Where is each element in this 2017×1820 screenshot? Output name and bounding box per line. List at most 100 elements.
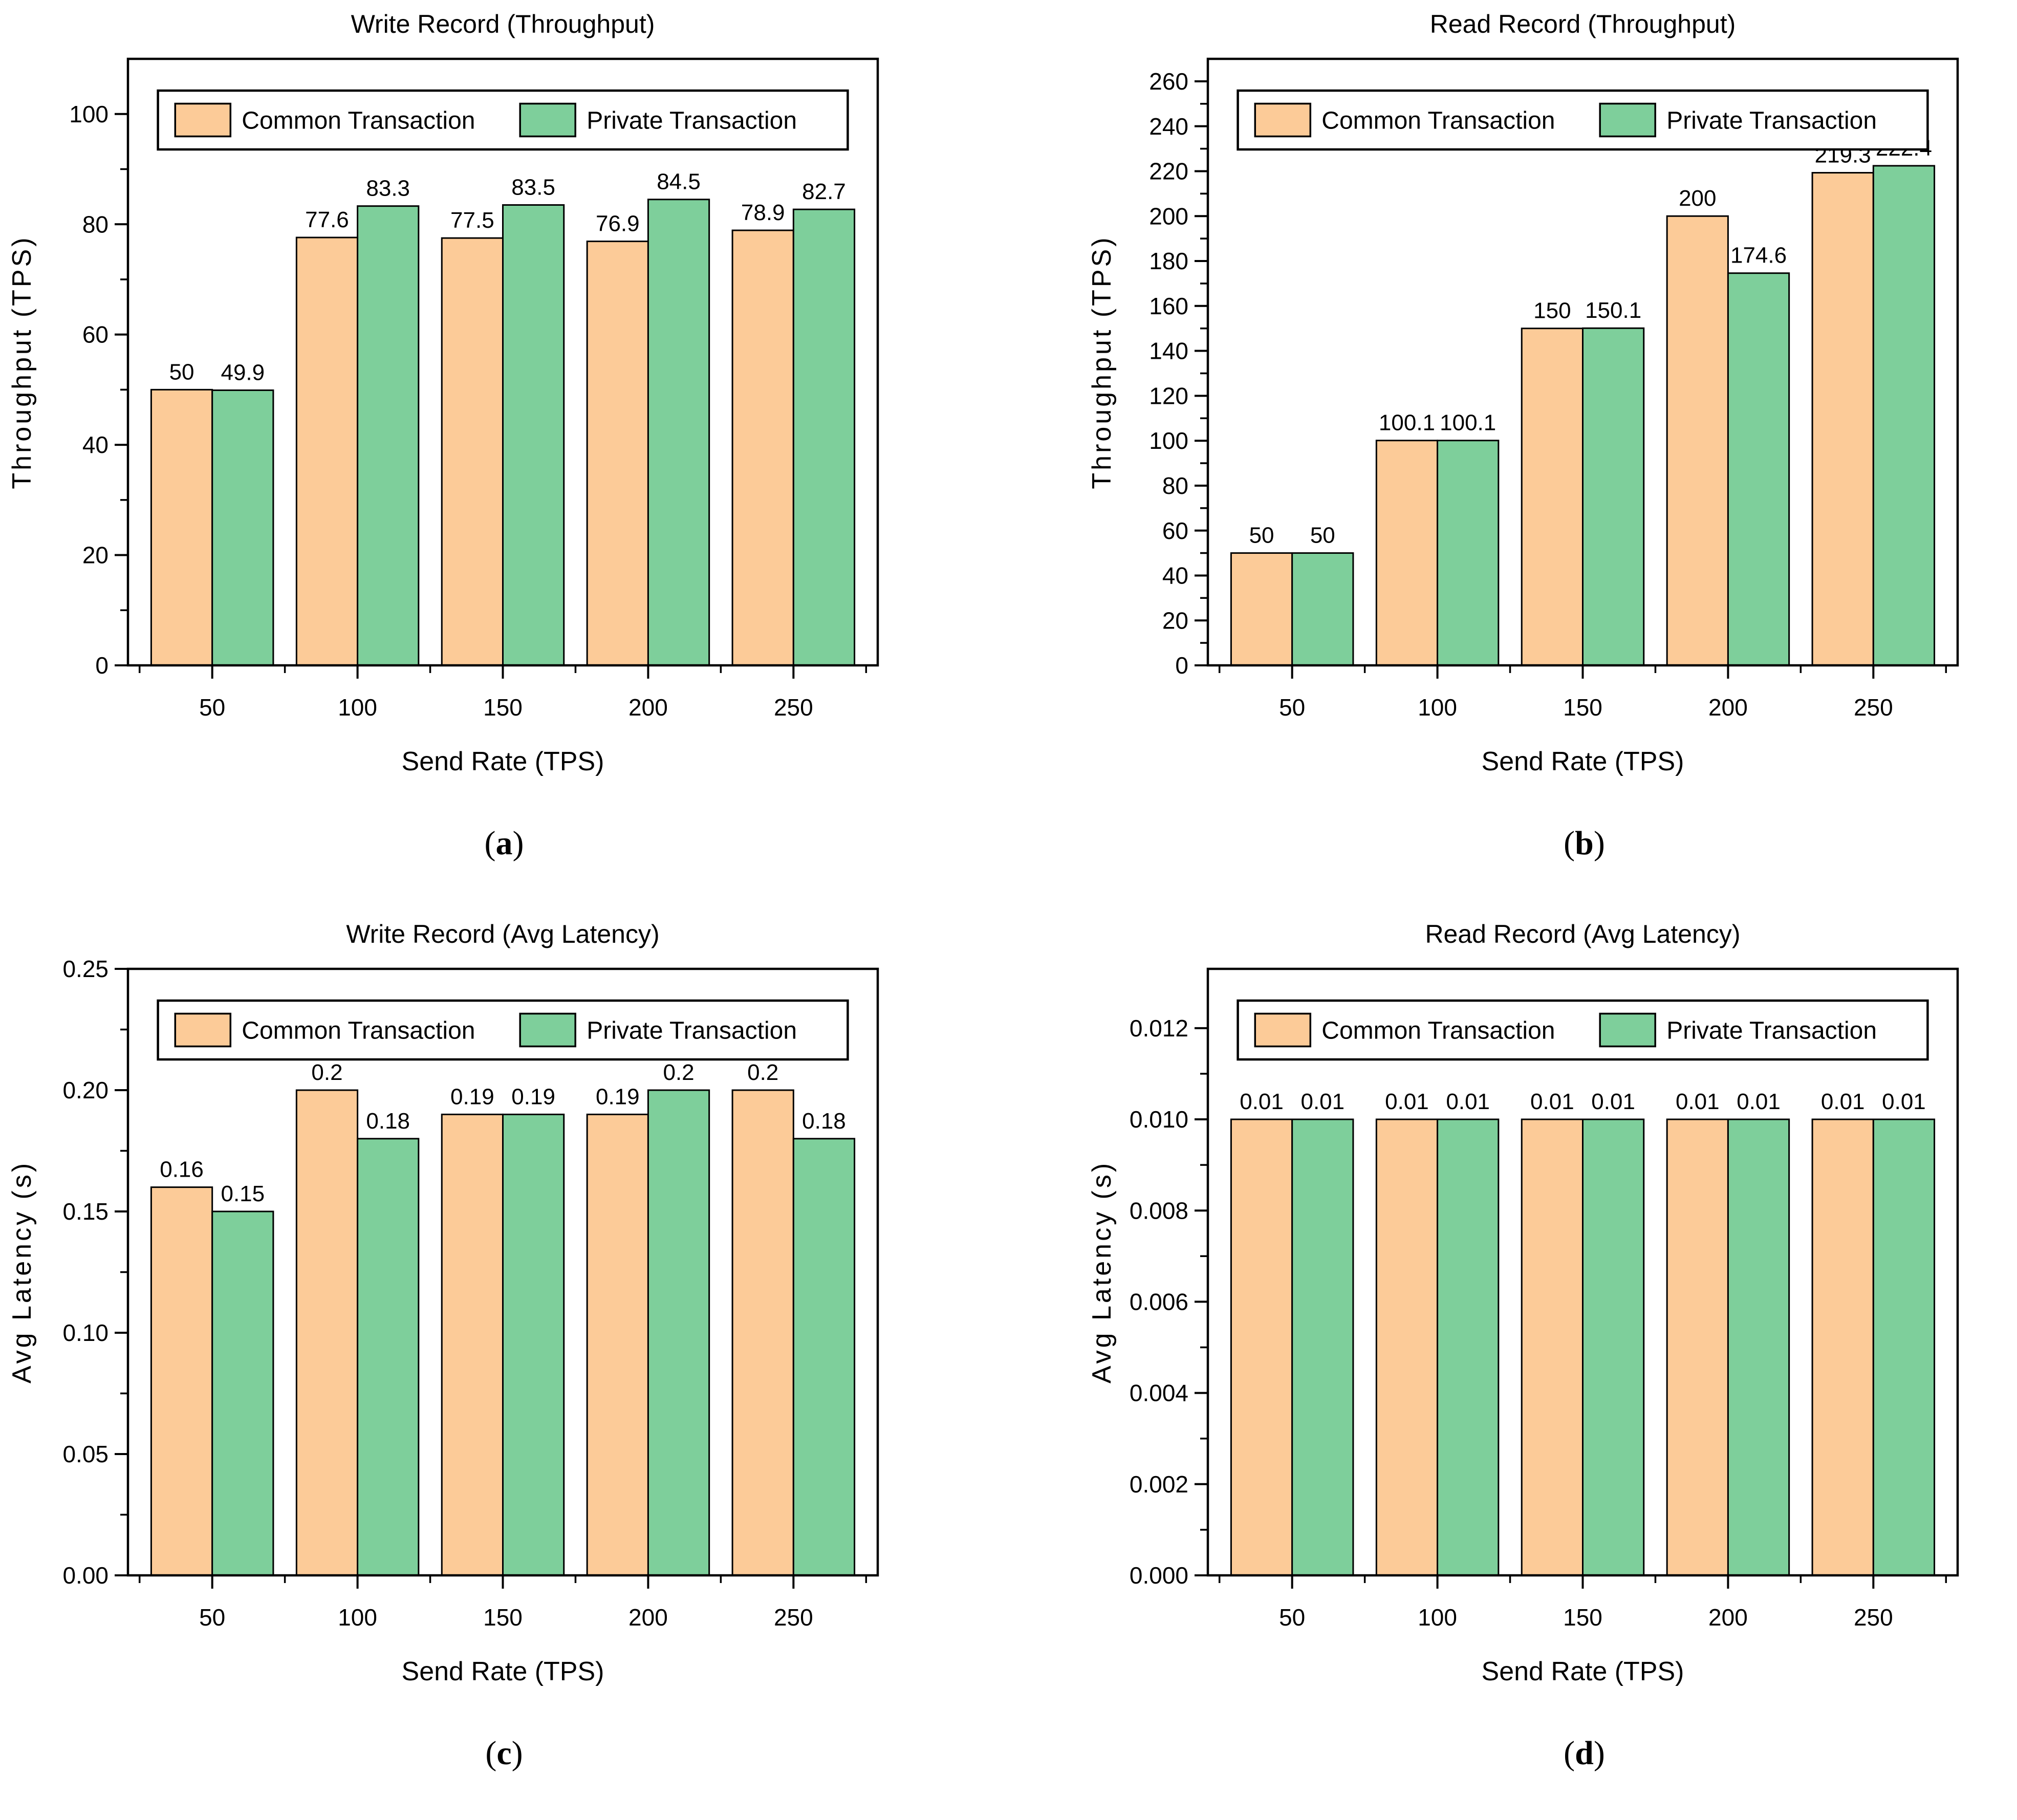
y-tick-label: 60	[82, 321, 109, 348]
bar-private-transaction	[1872, 1118, 1936, 1576]
bar-private-transaction	[1727, 1118, 1790, 1576]
x-tick-label: 100	[338, 1604, 377, 1631]
bar-private-transaction	[502, 204, 565, 666]
y-tick-label: 180	[1149, 248, 1188, 274]
y-axis-label: Avg Latency (s)	[1087, 1161, 1117, 1383]
bar-value-label: 49.9	[221, 360, 265, 385]
y-tick-label: 100	[69, 101, 109, 127]
x-tick-label: 100	[1418, 1604, 1457, 1631]
bar-common-transaction	[295, 236, 359, 666]
y-tick-label: 220	[1149, 158, 1188, 185]
bar-value-label: 0.19	[596, 1084, 640, 1109]
y-tick-label: 160	[1149, 293, 1188, 319]
caption-letter: c	[496, 1735, 512, 1772]
y-tick-label: 0.00	[62, 1562, 109, 1589]
legend-label: Common Transaction	[242, 107, 475, 134]
bar-common-transaction	[295, 1089, 359, 1576]
chart-title: Write Record (Throughput)	[351, 10, 655, 38]
bar-private-transaction	[211, 1210, 274, 1576]
chart-title: Read Record (Avg Latency)	[1425, 920, 1740, 948]
x-axis-label: Send Rate (TPS)	[1482, 1657, 1684, 1686]
bar-value-label: 0.01	[1882, 1089, 1926, 1114]
caption-paren-open: (	[485, 1735, 497, 1772]
x-tick-label: 200	[628, 1604, 668, 1631]
bar-value-label: 0.01	[1591, 1089, 1635, 1114]
bar-value-label: 0.2	[663, 1060, 694, 1085]
legend-box	[157, 999, 849, 1061]
legend-label: Common Transaction	[1321, 107, 1555, 134]
bar-common-transaction	[150, 1186, 213, 1576]
caption-paren-open: (	[1564, 825, 1575, 862]
caption-paren-open: (	[484, 825, 496, 862]
bar-value-label: 83.3	[366, 176, 410, 201]
legend-swatch	[174, 1012, 232, 1048]
y-tick-label: 240	[1149, 113, 1188, 140]
caption-paren-close: )	[1593, 1735, 1605, 1772]
read-throughput-bar-chart: 0 20 40 60 80 100 120 140 160 180 200 220 240 260 50 10…	[1087, 10, 1959, 776]
bar-private-transaction	[1582, 1118, 1645, 1576]
bar-value-label: 0.01	[1446, 1089, 1490, 1114]
bar-common-transaction	[1811, 172, 1874, 666]
y-tick-label: 0.10	[62, 1319, 109, 1346]
x-tick-label: 50	[1279, 1604, 1305, 1631]
bar-private-transaction	[792, 208, 856, 666]
bar-common-transaction	[586, 1113, 649, 1576]
bar-private-transaction	[1582, 327, 1645, 666]
x-tick-label: 200	[1708, 694, 1748, 721]
y-tick-label: 60	[1162, 517, 1188, 544]
legend-box	[1237, 999, 1929, 1061]
x-tick-label: 250	[1854, 1604, 1893, 1631]
x-tick-label: 100	[1418, 694, 1457, 721]
bar-value-label: 82.7	[802, 179, 846, 204]
bar-private-transaction	[1872, 165, 1936, 666]
chart-title: Read Record (Throughput)	[1430, 10, 1736, 38]
bar-private-transaction	[1437, 1118, 1500, 1576]
x-tick-label: 200	[628, 694, 668, 721]
chart-panel-b: 0 20 40 60 80 100 120 140 160 180 200 220 240 260 50 10…	[1080, 0, 2017, 910]
x-tick-label: 50	[1279, 694, 1305, 721]
bar-common-transaction	[586, 241, 649, 666]
bar-value-label: 50	[1249, 523, 1274, 548]
x-tick-label: 50	[199, 694, 225, 721]
bar-value-label: 200	[1679, 186, 1716, 211]
bar-value-label: 150.1	[1585, 298, 1641, 323]
chart-panel-d: 0.000 0.002 0.004 0.006 0.008 0.010 0.012 50 100…	[1080, 910, 2017, 1820]
legend-swatch	[1254, 1012, 1312, 1048]
chart-caption-a: (a)	[0, 824, 1008, 863]
caption-paren-open: (	[1564, 1735, 1575, 1772]
y-tick-label: 260	[1149, 68, 1188, 95]
bar-value-label: 0.01	[1385, 1089, 1429, 1114]
bar-private-transaction	[1291, 1118, 1354, 1576]
chart-title: Write Record (Avg Latency)	[346, 920, 659, 948]
y-tick-label: 0.15	[62, 1198, 109, 1225]
legend-label: Common Transaction	[242, 1017, 475, 1044]
caption-paren-close: )	[1593, 825, 1605, 862]
bar-value-label: 50	[169, 359, 194, 384]
bar-value-label: 100.1	[1379, 410, 1435, 436]
caption-paren-close: )	[511, 1735, 523, 1772]
bar-private-transaction	[357, 205, 420, 666]
write-latency-bar-chart: 0.00 0.05 0.10 0.15 0.20 0.25 50 100 150 200 250 0.…	[7, 920, 879, 1686]
y-tick-label: 40	[82, 431, 109, 458]
bar-value-label: 78.9	[741, 200, 785, 225]
legend-label: Common Transaction	[1321, 1017, 1555, 1044]
y-tick-label: 20	[82, 542, 109, 569]
bar-private-transaction	[502, 1113, 565, 1576]
y-tick-label: 0.008	[1130, 1197, 1188, 1224]
x-tick-label: 150	[483, 694, 523, 721]
bar-value-label: 0.2	[747, 1060, 778, 1085]
chart-caption-b: (b)	[1080, 824, 2017, 863]
bar-value-label: 174.6	[1730, 243, 1787, 268]
y-tick-label: 0	[1175, 652, 1188, 679]
bar-value-label: 77.6	[305, 207, 349, 232]
bar-value-label: 150	[1533, 298, 1571, 323]
bar-common-transaction	[441, 237, 504, 666]
bar-common-transaction	[1375, 1118, 1439, 1576]
legend-swatch	[519, 102, 576, 138]
y-tick-label: 120	[1149, 382, 1188, 409]
y-tick-label: 100	[1149, 427, 1188, 454]
bar-value-label: 50	[1310, 523, 1335, 548]
y-tick-label: 40	[1162, 562, 1188, 589]
bar-value-label: 77.5	[450, 208, 494, 233]
